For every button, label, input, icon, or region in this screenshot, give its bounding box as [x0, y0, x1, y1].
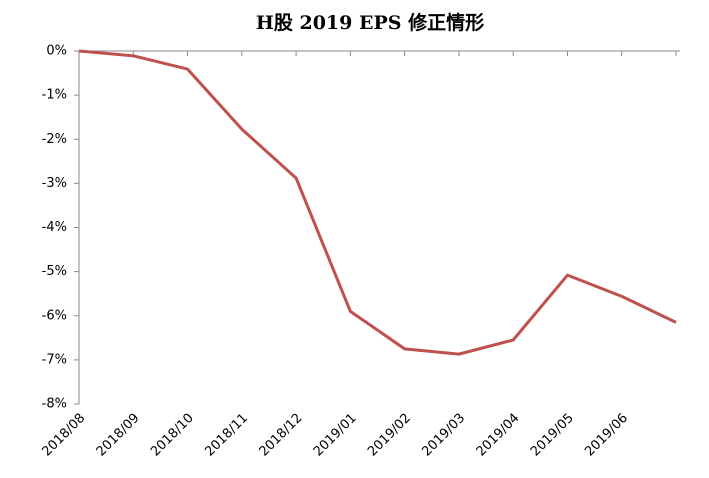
y-tick-label: -3%: [42, 176, 67, 191]
data-line: [78, 49, 677, 356]
y-tick-label: -4%: [42, 220, 67, 235]
x-tick-label: 2018/10: [148, 411, 197, 460]
x-tick-label: 2019/02: [365, 411, 414, 460]
x-tick-label: 2019/04: [474, 411, 523, 460]
y-tick-label: -6%: [42, 308, 67, 323]
x-tick-label: 2018/08: [40, 411, 89, 460]
x-tick-label: 2019/05: [528, 411, 577, 460]
x-tick-label: 2018/09: [94, 411, 143, 460]
x-tick-label: 2018/11: [202, 411, 251, 460]
x-tick-label: 2019/06: [582, 411, 631, 460]
x-tick-label: 2019/01: [311, 411, 360, 460]
y-tick-label: -5%: [42, 264, 67, 279]
y-tick-label: -1%: [42, 88, 67, 103]
y-tick-label: 0%: [46, 44, 67, 59]
y-tick-label: -7%: [42, 352, 67, 367]
y-tick-label: -8%: [42, 397, 67, 412]
x-tick-label: 2018/12: [257, 411, 306, 460]
y-tick-label: -2%: [42, 132, 67, 147]
x-tick-label: 2019/03: [419, 411, 468, 460]
chart-title: H股 2019 EPS 修正情形: [256, 11, 484, 34]
